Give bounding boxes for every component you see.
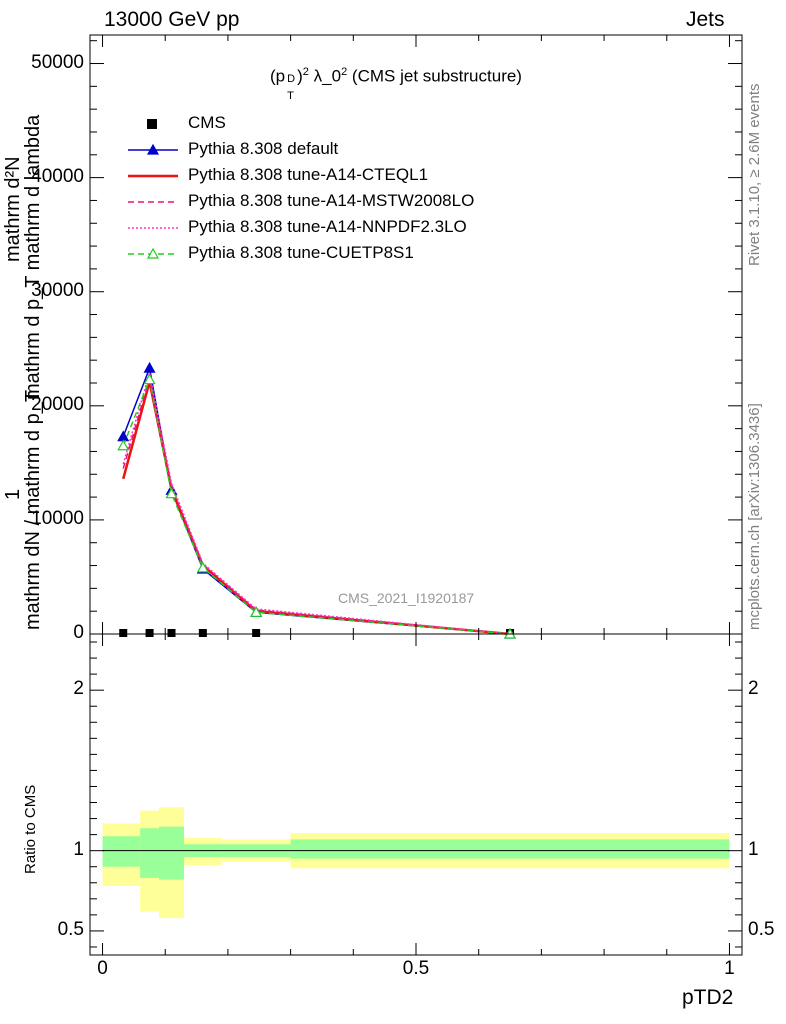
x-tick-label: 0.5 [402,958,430,979]
main-y-tick-label: 50000 [31,51,84,73]
legend-entry-label: CMS [188,113,226,132]
legend-marker-1 [146,143,160,155]
ratio-y-tick-label-right: 0.5 [748,918,775,940]
legend-marker-5 [146,247,160,259]
series-marker-5 [117,439,130,451]
legend-entry-label: Pythia 8.308 default [188,139,339,158]
mcplots-text: mcplots.cern.ch [arXiv:1306.3436] [746,403,763,630]
ratio-frame [89,633,743,956]
series-line-3 [122,378,511,635]
collision-energy-label: 13000 GeV pp [104,8,240,31]
legend-entry-label: Pythia 8.308 tune-A14-NNPDF2.3LO [188,217,467,236]
ratio-y-axis-label: Ratio to CMS [22,784,39,874]
plot-title: (p D T)2 λ_02 (CMS jet substructure) [270,66,522,102]
ratio-y-tick-label: 1 [73,838,84,860]
legend-marker-cms [147,119,157,129]
x-tick-label: 0 [97,958,108,979]
ratio-bands [102,807,730,919]
main-y-tick-label: 40000 [31,165,84,187]
ratio-y-tick-label: 0.5 [57,918,84,940]
main-y-tick-label: 10000 [31,507,84,529]
main-y-tick-label: 0 [73,622,84,643]
rivet-version-text: Rivet 3.1.10, ≥ 2.6M events [746,83,763,267]
plot-title-main: λ_0 [313,66,342,86]
legend-markers [128,119,178,259]
ratio-y-tick-label-right: 1 [748,838,759,860]
ratio-y-tick-label-right: 2 [748,678,759,700]
cms-data-point [167,629,176,637]
jets-label: Jets [686,8,725,31]
plot-title-close-exp: 2 [302,66,309,78]
cms-data-point [198,629,207,637]
ratio-band-inner-bin-0 [102,836,141,867]
series-marker-5 [143,373,156,385]
ratio-band-inner-bin-1 [140,828,159,878]
series-marker-5 [196,561,209,573]
series-marker-5 [165,487,178,499]
series-marker-1 [143,361,156,373]
main-series-layer [117,361,517,639]
axes-layer [89,34,743,956]
ratio-band-inner-bin-2 [158,826,185,880]
legend-entry-label: Pythia 8.308 tune-A14-MSTW2008LO [188,191,475,210]
y-axis-label-den: mathrm d p_T mathrm d lambda [22,114,44,400]
ratio-y-tick-label: 2 [73,678,84,700]
legend-entry-label: Pythia 8.308 tune-CUETP8S1 [188,243,414,262]
plot-title-open: (p [270,66,286,86]
cms-data-point [119,629,128,637]
ratio-band-inner-bin-5 [290,839,730,859]
main-y-tick-label: 20000 [31,393,84,415]
analysis-watermark: CMS_2021_I1920187 [338,590,475,606]
series-marker-5 [250,606,263,617]
plot-title-sub: T [287,89,294,102]
plot-title-sup: D [287,72,296,85]
x-axis-label: pTD2 [682,986,734,1009]
legend-entry-label: Pythia 8.308 tune-A14-CTEQL1 [188,165,429,184]
cms-data-point [145,629,154,637]
x-tick-label: 1 [724,958,735,979]
plot-title-exp: 2 [341,66,348,78]
main-y-tick-label: 30000 [31,279,84,301]
plot-title-close: ) [297,66,303,86]
series-line-2 [122,381,511,636]
cms-data-point [252,629,261,637]
plot-title-suffix: (CMS jet substructure) [347,66,522,86]
